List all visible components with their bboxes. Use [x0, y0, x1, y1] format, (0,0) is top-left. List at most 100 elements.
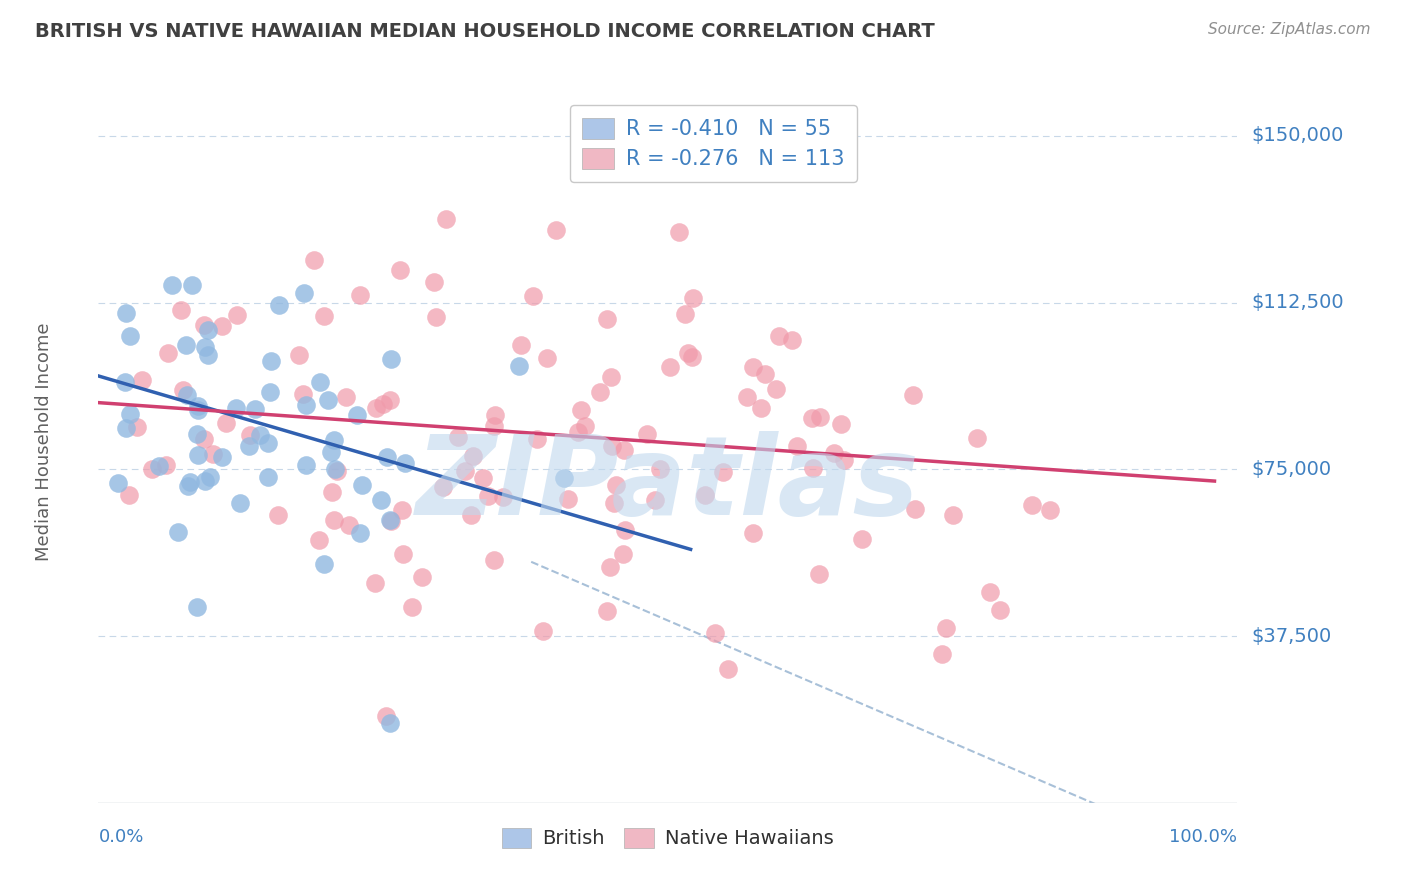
Point: [131, 373, 153, 387]
Point: [193, 432, 215, 446]
Point: [600, 439, 623, 453]
Point: [454, 464, 477, 478]
Point: [177, 479, 200, 493]
Point: [187, 399, 209, 413]
Point: [118, 488, 141, 502]
Point: [197, 323, 219, 337]
Point: [176, 387, 198, 401]
Point: [118, 407, 141, 421]
Point: [599, 560, 621, 574]
Point: [202, 447, 225, 461]
Point: [741, 526, 763, 541]
Point: [786, 440, 808, 454]
Point: [596, 604, 619, 618]
Point: [378, 392, 401, 407]
Text: $112,500: $112,500: [1251, 293, 1344, 312]
Point: [352, 477, 374, 491]
Point: [668, 225, 690, 239]
Point: [830, 417, 852, 432]
Legend: British, Native Hawaiians: British, Native Hawaiians: [492, 818, 844, 858]
Point: [194, 475, 217, 489]
Point: [522, 289, 544, 303]
Point: [257, 470, 280, 484]
Point: [249, 428, 271, 442]
Point: [484, 408, 506, 422]
Point: [127, 420, 149, 434]
Point: [1021, 498, 1043, 512]
Point: [172, 383, 194, 397]
Point: [613, 442, 636, 457]
Point: [321, 485, 343, 500]
Point: [335, 390, 357, 404]
Point: [544, 222, 567, 236]
Point: [380, 715, 402, 730]
Point: [801, 460, 824, 475]
Point: [174, 337, 197, 351]
Point: [181, 277, 204, 292]
Point: [322, 433, 344, 447]
Point: [605, 478, 627, 492]
Point: [349, 287, 371, 301]
Point: [160, 277, 183, 292]
Point: [711, 465, 734, 479]
Text: 100.0%: 100.0%: [1170, 828, 1237, 846]
Point: [782, 333, 804, 347]
Point: [321, 444, 343, 458]
Point: [636, 427, 658, 442]
Point: [156, 346, 179, 360]
Point: [118, 328, 141, 343]
Point: [807, 567, 830, 582]
Point: [266, 508, 288, 523]
Point: [229, 496, 252, 510]
Point: [1039, 502, 1062, 516]
Point: [477, 489, 499, 503]
Point: [508, 359, 530, 374]
Point: [735, 390, 758, 404]
Point: [169, 303, 191, 318]
Point: [239, 428, 262, 442]
Text: Median Household Income: Median Household Income: [35, 322, 53, 561]
Point: [704, 626, 727, 640]
Point: [644, 492, 666, 507]
Point: [167, 525, 190, 540]
Point: [193, 318, 215, 333]
Point: [768, 329, 790, 343]
Point: [308, 375, 330, 389]
Point: [215, 416, 238, 430]
Point: [658, 359, 681, 374]
Point: [257, 436, 280, 450]
Point: [460, 508, 482, 522]
Point: [389, 263, 412, 277]
Point: [187, 448, 209, 462]
Point: [238, 439, 260, 453]
Point: [567, 425, 589, 440]
Point: [931, 647, 953, 661]
Point: [599, 369, 621, 384]
Point: [187, 403, 209, 417]
Point: [259, 384, 281, 399]
Point: [380, 515, 402, 529]
Point: [312, 557, 335, 571]
Point: [423, 275, 446, 289]
Point: [901, 388, 924, 402]
Point: [370, 493, 392, 508]
Point: [411, 570, 433, 584]
Point: [294, 398, 316, 412]
Point: [681, 350, 703, 364]
Point: [650, 461, 672, 475]
Point: [292, 285, 315, 300]
Point: [557, 491, 579, 506]
Point: [260, 354, 283, 368]
Point: [243, 401, 266, 416]
Text: BRITISH VS NATIVE HAWAIIAN MEDIAN HOUSEHOLD INCOME CORRELATION CHART: BRITISH VS NATIVE HAWAIIAN MEDIAN HOUSEH…: [35, 22, 935, 41]
Point: [693, 488, 716, 502]
Point: [851, 533, 873, 547]
Point: [942, 508, 965, 523]
Point: [364, 401, 387, 415]
Point: [682, 291, 704, 305]
Point: [141, 461, 163, 475]
Point: [613, 523, 636, 537]
Point: [179, 475, 201, 490]
Point: [569, 403, 592, 417]
Point: [482, 418, 505, 433]
